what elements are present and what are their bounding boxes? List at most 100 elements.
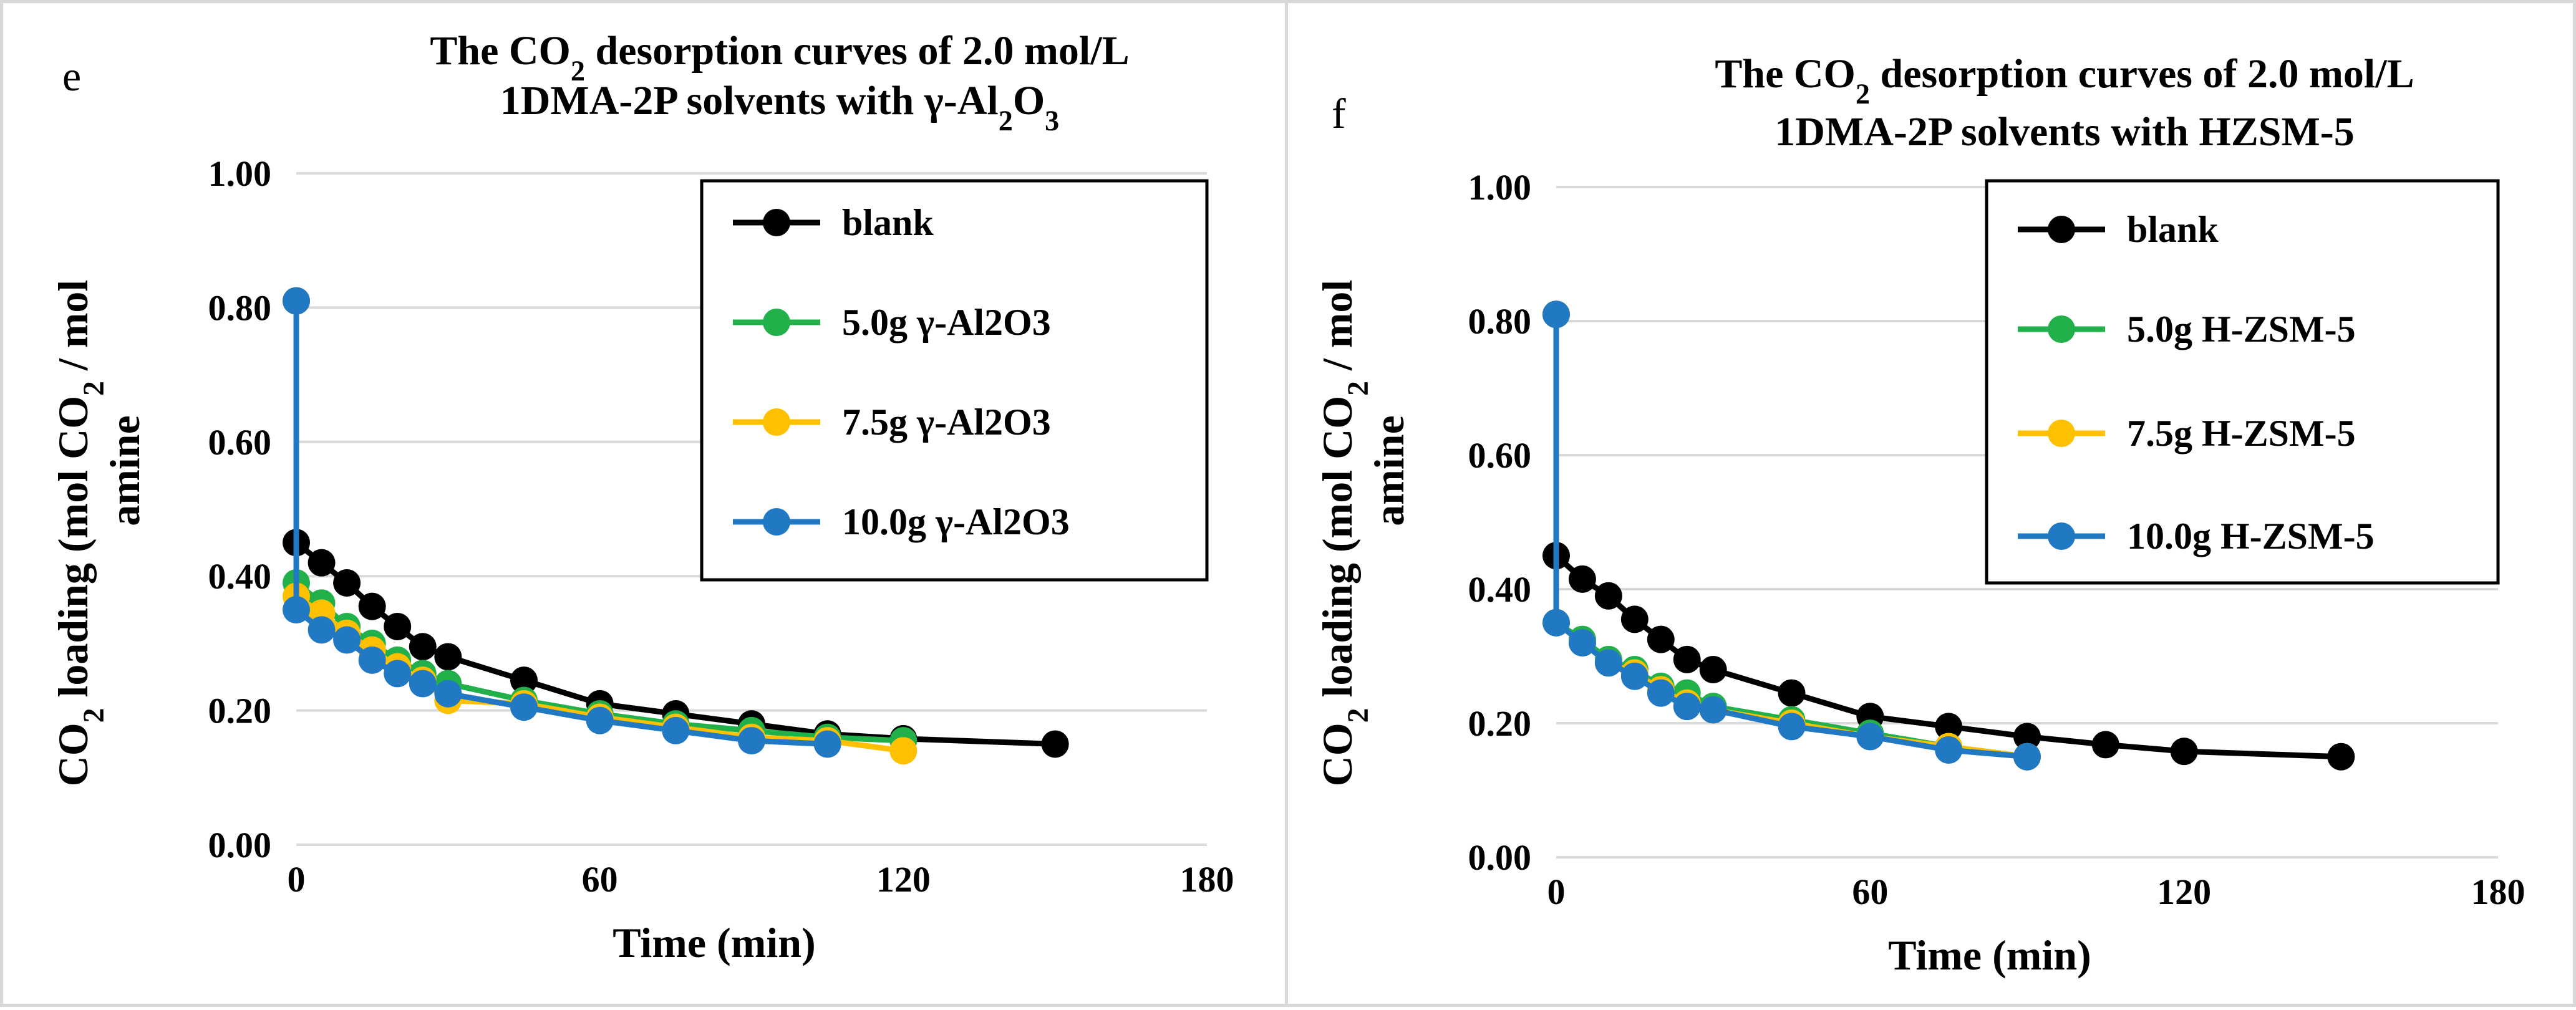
- x-tick-label: 60: [582, 859, 618, 900]
- legend-label: 5.0g γ-Al2O3: [842, 302, 1051, 343]
- legend-label: 7.5g H-ZSM-5: [2127, 413, 2356, 454]
- data-point: [2013, 743, 2041, 771]
- legend-label: 10.0g H-ZSM-5: [2127, 516, 2375, 557]
- legend-swatch-marker: [763, 408, 790, 436]
- text-part: The CO: [1715, 51, 1856, 97]
- subscript: 2: [1856, 78, 1870, 110]
- data-point: [1542, 608, 1570, 637]
- text-part: O: [1013, 78, 1045, 123]
- legend-label: 5.0g H-ZSM-5: [2127, 309, 2356, 350]
- chart-title-line-2: 1DMA-2P solvents with γ-Al2O3: [500, 78, 1060, 137]
- panel-label: e: [62, 52, 81, 100]
- data-point: [1673, 645, 1701, 673]
- subscript: 2: [571, 55, 585, 87]
- x-tick-label: 0: [288, 859, 306, 900]
- data-point: [662, 716, 690, 744]
- data-point: [1594, 582, 1622, 610]
- data-point: [510, 666, 538, 695]
- data-point: [358, 646, 386, 674]
- y-tick-label: 0.00: [1468, 837, 1532, 878]
- data-point: [738, 727, 765, 755]
- subscript: 2: [78, 381, 110, 396]
- y-tick-label: 1.00: [208, 153, 272, 194]
- data-point: [1568, 629, 1596, 656]
- y-axis-label-line-1: CO2 loading (mol CO2 / mol: [49, 280, 110, 787]
- legend-swatch-marker: [2048, 315, 2075, 343]
- chart-panel-e: e The CO2 desorption curves of 2.0 mol/L 1…: [0, 0, 1288, 1007]
- data-point: [1620, 605, 1649, 633]
- data-point: [1647, 625, 1675, 653]
- data-point: [2327, 743, 2355, 771]
- chart-title-line-1: The CO2 desorption curves of 2.0 mol/L: [430, 28, 1129, 87]
- text-part: / mol: [1314, 280, 1361, 381]
- y-tick-label: 0.80: [1468, 301, 1532, 342]
- legend-label: 7.5g γ-Al2O3: [842, 402, 1051, 443]
- text-part: 1DMA-2P solvents with HZSM-5: [1775, 109, 2354, 155]
- y-tick-label: 1.00: [1468, 167, 1532, 208]
- data-point: [307, 549, 336, 577]
- data-point: [307, 616, 336, 644]
- x-axis-label: Time (min): [613, 919, 816, 966]
- data-point: [813, 730, 841, 758]
- text-part: loading (mol CO: [49, 396, 97, 708]
- subscript: 3: [1045, 105, 1059, 137]
- data-point: [333, 569, 361, 597]
- legend-label: 10.0g γ-Al2O3: [842, 501, 1070, 542]
- x-axis-label: Time (min): [1888, 931, 2091, 979]
- panel-label: f: [1332, 90, 1346, 137]
- legend-label: blank: [2127, 209, 2219, 250]
- x-tick-label: 60: [1852, 872, 1888, 912]
- x-tick-label: 180: [2471, 872, 2525, 912]
- data-point: [1778, 679, 1806, 707]
- data-point: [1699, 696, 1727, 724]
- y-tick-label: 0.80: [208, 287, 272, 328]
- data-point: [2013, 723, 2041, 751]
- legend-swatch-marker: [763, 508, 790, 536]
- chart-title-line-1: The CO2 desorption curves of 2.0 mol/L: [1715, 51, 2414, 110]
- y-axis-label-line-1: CO2 loading (mol CO2 / mol: [1314, 280, 1375, 787]
- legend-swatch-marker: [2048, 216, 2075, 243]
- subscript: 2: [1342, 381, 1375, 396]
- data-point: [586, 706, 614, 734]
- y-tick-label: 0.20: [208, 691, 272, 731]
- text-part: loading (mol CO: [1314, 396, 1361, 708]
- data-point: [1620, 662, 1649, 690]
- legend-label: blank: [842, 202, 934, 243]
- data-point: [1935, 736, 1963, 764]
- y-tick-label: 0.60: [208, 422, 272, 463]
- text-part: CO: [49, 723, 97, 786]
- x-tick-label: 180: [1180, 859, 1234, 900]
- legend-swatch-marker: [2048, 420, 2075, 447]
- data-point: [434, 680, 462, 708]
- data-point: [1673, 693, 1701, 721]
- text-part: 1DMA-2P solvents with γ-Al: [500, 78, 999, 123]
- subscript: 2: [1342, 708, 1375, 723]
- chart-title-line-2: 1DMA-2P solvents with HZSM-5: [1775, 109, 2354, 155]
- subscript: 2: [999, 105, 1013, 137]
- y-axis-label-line-2: amine: [1365, 415, 1413, 526]
- data-point: [283, 596, 310, 624]
- legend-swatch-marker: [763, 209, 790, 236]
- data-point: [409, 633, 437, 661]
- x-tick-label: 0: [1547, 872, 1566, 912]
- y-tick-label: 0.20: [1468, 703, 1532, 744]
- data-point: [510, 693, 538, 721]
- x-tick-label: 120: [2157, 872, 2211, 912]
- y-tick-label: 0.40: [208, 556, 272, 597]
- subscript: 2: [78, 708, 110, 723]
- data-point: [434, 643, 462, 671]
- text-part: The CO: [430, 28, 571, 74]
- x-tick-label: 120: [876, 859, 931, 900]
- data-point: [1647, 679, 1675, 707]
- data-point: [1699, 656, 1727, 683]
- data-point: [889, 737, 918, 765]
- text-part: CO: [1314, 723, 1361, 786]
- data-point: [1594, 649, 1622, 677]
- y-tick-label: 0.60: [1468, 435, 1532, 476]
- data-point: [358, 592, 386, 620]
- y-tick-label: 0.00: [208, 825, 272, 865]
- data-point: [1935, 713, 1963, 741]
- data-point: [1778, 713, 1806, 741]
